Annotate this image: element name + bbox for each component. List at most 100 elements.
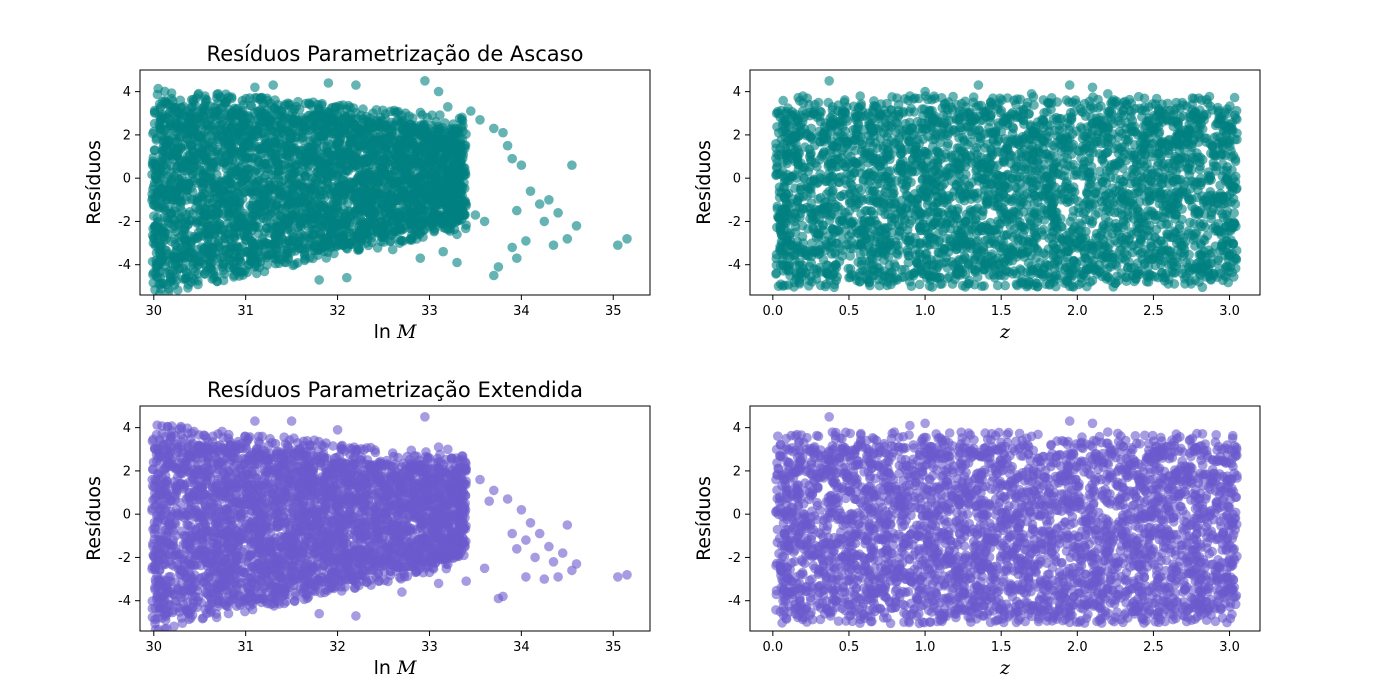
data-point [150, 108, 160, 118]
data-point [437, 139, 447, 150]
data-point [290, 185, 300, 196]
data-point [436, 196, 446, 207]
data-point [287, 116, 297, 127]
data-point [240, 265, 250, 276]
data-point [246, 214, 256, 225]
subplot-1-ylabel: Resíduos [83, 140, 105, 225]
data-point [229, 270, 240, 281]
data-point [297, 112, 308, 123]
outlier-point [507, 153, 517, 164]
data-point [184, 165, 194, 175]
data-point [158, 160, 169, 171]
data-point [372, 243, 383, 253]
data-point [172, 145, 182, 155]
data-point [407, 189, 418, 200]
data-point [427, 134, 437, 144]
data-point [278, 175, 289, 186]
data-point [429, 183, 440, 194]
data-point [304, 194, 314, 204]
outlier-point [516, 160, 527, 170]
data-point [265, 241, 275, 252]
data-point [177, 230, 187, 240]
data-point [359, 167, 370, 178]
data-point [224, 129, 234, 139]
data-point [293, 237, 304, 247]
data-point [334, 147, 345, 158]
data-point [443, 175, 454, 185]
data-point [349, 159, 360, 169]
data-point [243, 246, 253, 257]
data-point [454, 180, 464, 191]
data-point [165, 110, 175, 121]
data-point [312, 210, 323, 221]
y-tick-label: 4 [123, 85, 131, 100]
data-point [257, 233, 268, 244]
data-point [150, 228, 160, 239]
data-point [175, 132, 185, 142]
data-point [423, 157, 433, 168]
data-point [147, 169, 157, 180]
data-point [198, 110, 208, 120]
data-point [446, 194, 457, 205]
outlier-point [351, 80, 361, 90]
data-point [258, 173, 269, 183]
data-point [327, 128, 338, 139]
data-point [403, 155, 414, 166]
data-point [226, 142, 236, 153]
outlier-point [622, 234, 632, 244]
data-point [382, 220, 392, 231]
data-point [189, 175, 199, 186]
outlier-point [489, 270, 499, 281]
data-point [316, 203, 327, 213]
data-point [372, 115, 382, 125]
data-point [432, 154, 443, 164]
data-point [339, 110, 350, 121]
data-point [445, 223, 456, 234]
data-point [186, 140, 196, 150]
data-point [153, 83, 163, 94]
data-point [175, 95, 186, 106]
data-point [288, 230, 299, 240]
data-point [374, 189, 385, 199]
data-point [179, 222, 190, 233]
data-point [442, 146, 452, 156]
data-point [460, 223, 471, 234]
data-point [245, 113, 256, 124]
data-point [190, 234, 200, 244]
data-point [291, 160, 302, 171]
data-point [275, 230, 286, 240]
data-point [263, 206, 274, 217]
data-point [337, 156, 347, 167]
subplot-1-points [147, 76, 632, 295]
data-point [276, 123, 286, 134]
outlier-point [502, 140, 513, 151]
data-point [222, 202, 233, 213]
data-point [210, 131, 220, 141]
data-point [430, 211, 440, 222]
data-point [456, 157, 466, 167]
data-point [299, 250, 310, 261]
outlier-point [512, 205, 522, 216]
data-point [379, 232, 389, 242]
data-point [148, 128, 158, 139]
data-point [211, 212, 221, 223]
data-point [192, 195, 203, 206]
data-point [256, 194, 266, 205]
data-point [331, 102, 341, 112]
y-tick-label: 0 [123, 172, 131, 187]
data-point [301, 98, 311, 109]
data-point [353, 144, 364, 155]
data-point [297, 133, 308, 143]
data-point [236, 123, 246, 133]
data-point [400, 127, 410, 137]
data-point [348, 103, 359, 113]
data-point [408, 113, 418, 123]
data-point [373, 155, 383, 166]
outlier-point [452, 257, 462, 268]
data-point [365, 214, 376, 224]
data-point [150, 145, 160, 155]
data-point [308, 253, 318, 264]
data-point [398, 116, 409, 126]
outlier-point [475, 115, 485, 125]
